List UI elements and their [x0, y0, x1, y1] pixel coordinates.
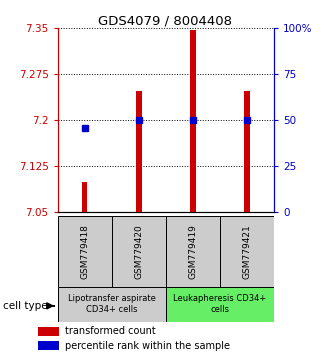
Bar [112, 216, 166, 287]
Text: GSM779419: GSM779419 [188, 224, 197, 279]
Bar [166, 216, 220, 287]
Text: transformed count: transformed count [65, 326, 155, 336]
Text: percentile rank within the sample: percentile rank within the sample [65, 341, 230, 351]
Text: GSM779421: GSM779421 [242, 224, 251, 279]
Text: GSM779420: GSM779420 [134, 224, 143, 279]
Text: GDS4079 / 8004408: GDS4079 / 8004408 [98, 14, 232, 27]
Bar [58, 216, 112, 287]
Text: Lipotransfer aspirate
CD34+ cells: Lipotransfer aspirate CD34+ cells [68, 295, 156, 314]
Bar [244, 91, 249, 212]
Bar [38, 327, 59, 336]
Bar [136, 91, 142, 212]
Bar [38, 341, 59, 350]
Bar [82, 182, 87, 212]
Text: cell type: cell type [3, 301, 48, 311]
Text: Leukapheresis CD34+
cells: Leukapheresis CD34+ cells [173, 295, 267, 314]
Bar [220, 216, 274, 287]
Bar [190, 29, 196, 212]
Text: GSM779418: GSM779418 [80, 224, 89, 279]
Bar [58, 287, 166, 322]
Bar [166, 287, 274, 322]
